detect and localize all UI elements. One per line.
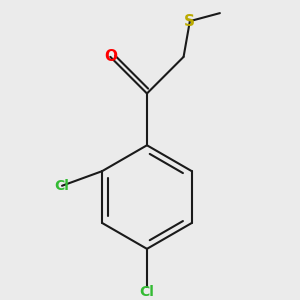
Text: O: O	[104, 50, 117, 64]
Text: S: S	[184, 14, 195, 29]
Text: Cl: Cl	[140, 284, 154, 298]
Text: Cl: Cl	[55, 179, 70, 193]
